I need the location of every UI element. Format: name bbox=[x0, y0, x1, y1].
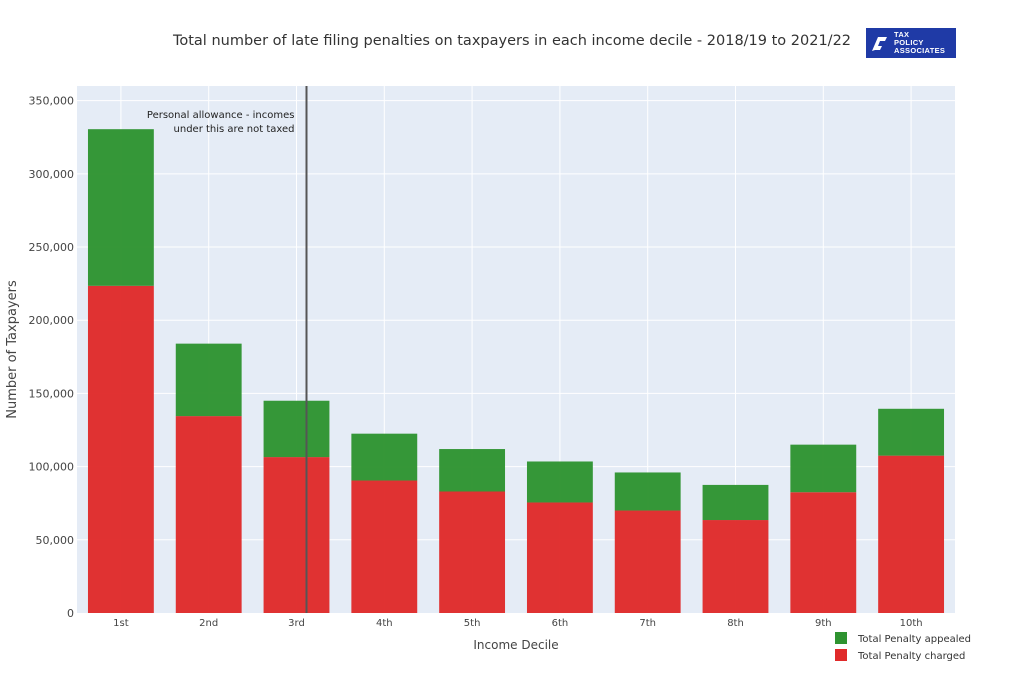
bar-appealed-4th bbox=[351, 433, 418, 481]
y-tick-label: 100,000 bbox=[29, 461, 75, 474]
bar-charged-3rd bbox=[263, 457, 330, 613]
bar-charged-8th bbox=[702, 520, 769, 613]
logo-line-2: POLICY bbox=[894, 38, 924, 47]
x-tick-label: 2nd bbox=[199, 618, 218, 629]
legend-label-1: Total Penalty appealed bbox=[857, 634, 971, 645]
bar-appealed-1st bbox=[87, 129, 154, 286]
y-tick-label: 250,000 bbox=[29, 241, 75, 254]
y-axis-title: Number of Taxpayers bbox=[5, 280, 20, 419]
logo-line-3: ASSOCIATES bbox=[894, 46, 946, 55]
annotation-line-2: under this are not taxed bbox=[174, 124, 295, 135]
x-tick-label: 1st bbox=[113, 618, 129, 629]
chart-title: Total number of late filing penalties on… bbox=[172, 33, 851, 49]
x-tick-label: 3rd bbox=[288, 618, 305, 629]
bar-charged-1st bbox=[87, 285, 154, 613]
legend-label-2: Total Penalty charged bbox=[857, 651, 965, 662]
bar-charged-9th bbox=[790, 492, 857, 613]
bar-appealed-8th bbox=[702, 484, 769, 521]
annotation-line-1: Personal allowance - incomes bbox=[147, 110, 295, 121]
logo-text: TAX POLICY ASSOCIATES bbox=[892, 31, 945, 55]
logo-line-1: TAX bbox=[894, 30, 910, 39]
bar-charged-10th bbox=[878, 455, 945, 613]
y-tick-label: 300,000 bbox=[29, 168, 75, 181]
bar-appealed-6th bbox=[526, 461, 593, 503]
y-tick-label: 0 bbox=[67, 607, 74, 620]
bar-appealed-5th bbox=[439, 449, 506, 492]
bar-appealed-7th bbox=[614, 472, 681, 511]
bar-appealed-2nd bbox=[175, 343, 242, 417]
x-tick-label: 6th bbox=[552, 618, 569, 629]
bar-appealed-3rd bbox=[263, 400, 330, 458]
legend-swatch-1 bbox=[835, 632, 847, 644]
x-tick-label: 5th bbox=[464, 618, 481, 629]
y-tick-label: 200,000 bbox=[29, 314, 75, 327]
x-tick-label: 4th bbox=[376, 618, 393, 629]
x-tick-label: 8th bbox=[727, 618, 744, 629]
y-tick-label: 150,000 bbox=[29, 387, 75, 400]
bar-appealed-9th bbox=[790, 444, 857, 493]
y-tick-label: 350,000 bbox=[29, 95, 75, 108]
x-tick-label: 9th bbox=[815, 618, 832, 629]
y-tick-label: 50,000 bbox=[36, 534, 75, 547]
legend-swatch-2 bbox=[835, 649, 847, 661]
bar-charged-4th bbox=[351, 480, 418, 613]
x-tick-label: 7th bbox=[639, 618, 656, 629]
bar-appealed-10th bbox=[878, 408, 945, 456]
bar-charged-5th bbox=[439, 491, 506, 613]
bar-charged-7th bbox=[614, 510, 681, 613]
logo-mark-icon bbox=[866, 28, 892, 58]
bar-charged-6th bbox=[526, 502, 593, 613]
bar-charged-2nd bbox=[175, 416, 242, 613]
x-axis-title: Income Decile bbox=[473, 638, 558, 652]
x-tick-label: 10th bbox=[900, 618, 923, 629]
tax-policy-associates-logo: TAX POLICY ASSOCIATES bbox=[866, 28, 956, 58]
